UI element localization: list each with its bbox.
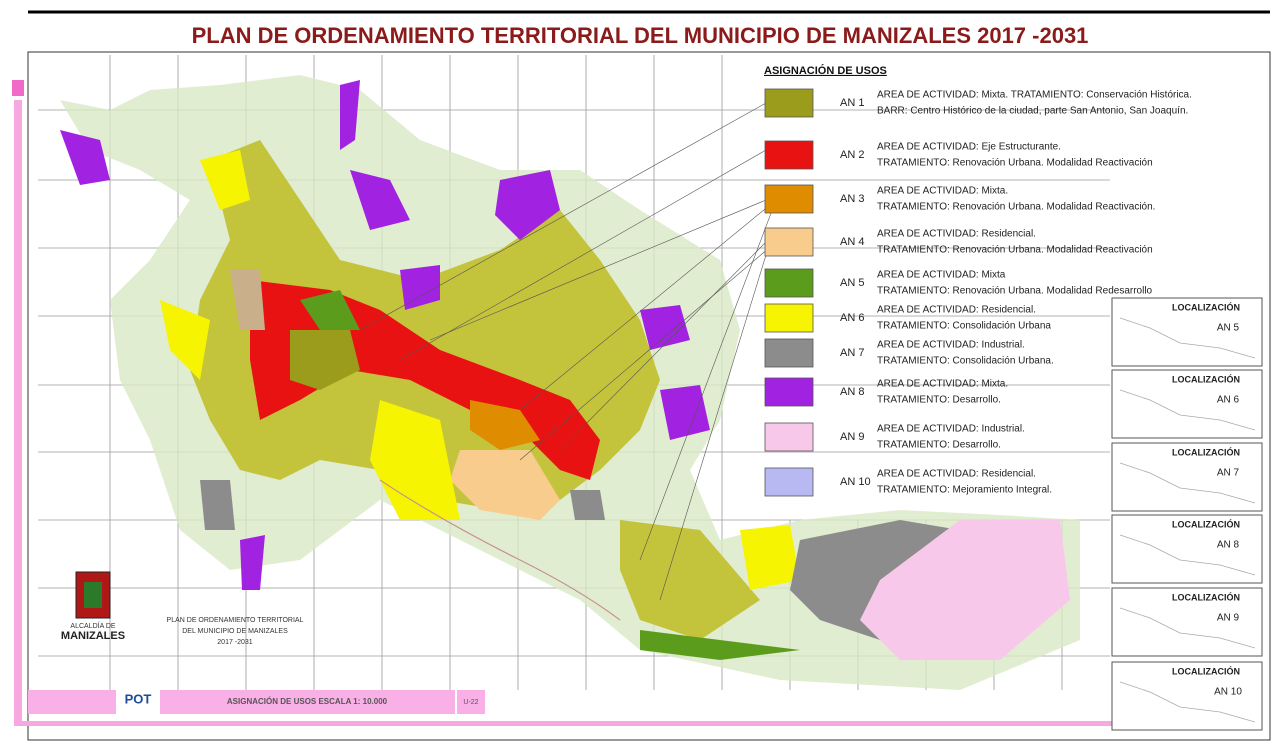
locator-title: LOCALIZACIÓN (1172, 301, 1240, 312)
locator-label: AN 10 (1214, 687, 1242, 698)
locator-title: LOCALIZACIÓN (1172, 591, 1240, 602)
legend-swatch (764, 268, 814, 298)
locator-outline (1119, 681, 1256, 723)
legend-description: TRATAMIENTO: Mejoramiento Integral. (877, 485, 1052, 496)
logo-shield (75, 571, 111, 619)
leader-lines (359, 102, 777, 601)
legend-title: ASIGNACIÓN DE USOS (764, 64, 887, 77)
locator-box (1111, 661, 1263, 731)
legend-description: AREA DE ACTIVIDAD: Industrial. (877, 340, 1025, 351)
locator-title: LOCALIZACIÓN (1172, 518, 1240, 529)
frame (27, 51, 1271, 741)
legend-description: AREA DE ACTIVIDAD: Mixta. TRATAMIENTO: C… (877, 90, 1192, 101)
legend-code: AN 7 (840, 347, 864, 359)
legend-code: AN 5 (840, 277, 864, 289)
footer-brand: POT (125, 691, 152, 706)
locator-outline (1119, 534, 1256, 576)
legend-code: AN 6 (840, 312, 864, 324)
locator-label: AN 9 (1217, 613, 1240, 624)
locator-box (1111, 297, 1263, 367)
logo: ALCALDÍA DE MANIZALES (61, 571, 125, 642)
title: PLAN DE ORDENAMIENTO TERRITORIAL DEL MUN… (192, 23, 1089, 48)
legend-code: AN 1 (840, 97, 864, 109)
legend-description: TRATAMIENTO: Renovación Urbana. Modalida… (877, 158, 1153, 169)
caption-line: DEL MUNICIPIO DE MANIZALES (182, 628, 288, 635)
locator-box (1111, 587, 1263, 657)
logo-line: MANIZALES (61, 630, 125, 642)
locator-outline (1119, 462, 1256, 504)
legend-description: TRATAMIENTO: Consolidación Urbana (877, 321, 1051, 332)
caption-line: 2017 -2031 (217, 639, 253, 646)
pink-side-bar (14, 100, 22, 726)
legend-swatch (764, 467, 814, 497)
locator-title: LOCALIZACIÓN (1172, 373, 1240, 384)
legend-description: TRATAMIENTO: Renovación Urbana. Modalida… (877, 202, 1155, 213)
map (60, 75, 1080, 690)
locator-title: LOCALIZACIÓN (1172, 665, 1240, 676)
legend-description: AREA DE ACTIVIDAD: Residencial. (877, 229, 1036, 240)
legend-description: AREA DE ACTIVIDAD: Mixta. (877, 379, 1008, 390)
locator-label: AN 7 (1217, 468, 1240, 479)
footer-cell (28, 690, 116, 714)
locator-box (1111, 514, 1263, 584)
legend-swatch (764, 140, 814, 170)
locator-label: AN 5 (1217, 323, 1240, 334)
footer-sheet-title: ASIGNACIÓN DE USOS ESCALA 1: 10.000 (227, 697, 388, 706)
legend-description: AREA DE ACTIVIDAD: Industrial. (877, 424, 1025, 435)
pink-bottom-bar (14, 721, 1114, 726)
legend-description: AREA DE ACTIVIDAD: Residencial. (877, 305, 1036, 316)
legend-swatch (764, 338, 814, 368)
legend-description: AREA DE ACTIVIDAD: Mixta. (877, 186, 1008, 197)
footer-sheet-code: U-22 (463, 699, 478, 706)
legend-code: AN 10 (840, 476, 871, 488)
legend-description: TRATAMIENTO: Desarrollo. (877, 440, 1001, 451)
locator-label: AN 6 (1217, 395, 1240, 406)
legend-code: AN 3 (840, 193, 864, 205)
legend-description: TRATAMIENTO: Consolidación Urbana. (877, 356, 1054, 367)
locator-outline (1119, 607, 1256, 649)
legend-description: TRATAMIENTO: Renovación Urbana. Modalida… (877, 245, 1153, 256)
legend-description: TRATAMIENTO: Desarrollo. (877, 395, 1001, 406)
legend-code: AN 2 (840, 149, 864, 161)
locator-title: LOCALIZACIÓN (1172, 446, 1240, 457)
caption-line: PLAN DE ORDENAMIENTO TERRITORIAL (167, 617, 304, 624)
legend-description: AREA DE ACTIVIDAD: Residencial. (877, 469, 1036, 480)
locator-label: AN 8 (1217, 540, 1240, 551)
legend-swatch (764, 184, 814, 214)
pink-marker (12, 80, 24, 96)
legend-swatch (764, 303, 814, 333)
legend-description: AREA DE ACTIVIDAD: Eje Estructurante. (877, 142, 1061, 153)
locator-outline (1119, 317, 1256, 359)
logo-line: ALCALDÍA DE (70, 621, 115, 630)
legend-swatch (764, 422, 814, 452)
locator-box (1111, 442, 1263, 512)
footer-cell (160, 690, 455, 714)
legend-description: TRATAMIENTO: Renovación Urbana. Modalida… (877, 286, 1153, 297)
legend-code: AN 9 (840, 431, 864, 443)
legend-description: AREA DE ACTIVIDAD: Mixta (877, 270, 1006, 281)
legend-code: AN 8 (840, 386, 864, 398)
footer-cell (457, 690, 485, 714)
legend: ASIGNACIÓN DE USOS AN 1 AREA DE ACTIVIDAD… (764, 64, 1192, 497)
legend-code: AN 4 (840, 236, 864, 248)
logo-emblem (84, 582, 102, 608)
locator-box (1111, 369, 1263, 439)
legend-description: BARR: Centro Histórico de la ciudad, par… (877, 106, 1188, 117)
locator-panels: LOCALIZACIÓN AN 5 LOCALIZACIÓN AN 6 LOCALIZA… (1111, 297, 1263, 731)
legend-swatch (764, 377, 814, 407)
legend-swatch (764, 227, 814, 257)
legend-swatch (764, 88, 814, 118)
locator-outline (1119, 389, 1256, 431)
